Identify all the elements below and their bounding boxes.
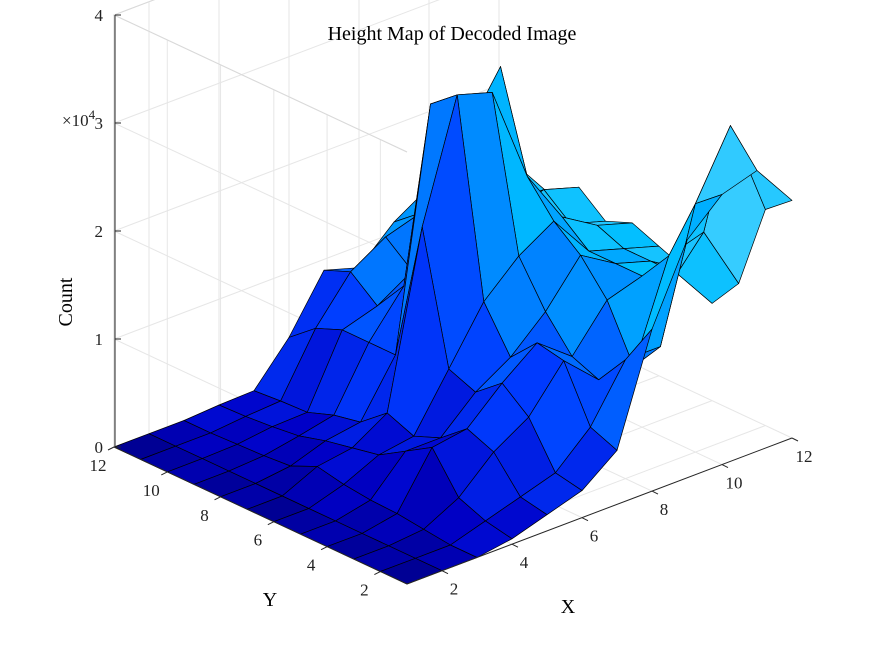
y-tick	[214, 496, 221, 501]
z-tick-label: 3	[95, 114, 104, 133]
y-tick-label: 4	[307, 556, 316, 575]
x-tick	[441, 570, 449, 575]
y-tick	[161, 471, 168, 476]
z-tick-label: 4	[95, 6, 104, 25]
y-axis-label: Y	[263, 589, 277, 611]
x-tick-label: 8	[660, 500, 669, 519]
y-tick-label: 6	[254, 531, 263, 550]
y-tick	[374, 571, 381, 575]
y-tick	[267, 521, 275, 526]
z-exponent-power: 4	[89, 107, 96, 122]
x-tick-label: 4	[520, 553, 529, 572]
y-tick-label: 2	[360, 581, 369, 600]
x-tick	[651, 490, 659, 495]
y-tick	[320, 546, 328, 551]
chart-title: Height Map of Decoded Image	[328, 23, 577, 45]
z-tick-label: 0	[95, 438, 104, 457]
x-tick-label: 6	[590, 527, 599, 546]
surface-mesh	[113, 66, 793, 585]
y-tick	[107, 446, 115, 451]
x-axis-line	[406, 437, 793, 585]
x-tick-label: 10	[726, 474, 743, 493]
x-tick	[511, 543, 519, 548]
z-exponent-base: ×10	[62, 111, 89, 130]
y-tick-label: 8	[200, 506, 209, 525]
z-exponent-label: ×104	[62, 107, 96, 130]
y-tick-label: 12	[90, 456, 107, 475]
x-tick-label: 12	[796, 447, 813, 466]
x-tick	[791, 437, 799, 442]
y-tick-label: 10	[143, 481, 160, 500]
x-tick	[581, 517, 589, 522]
z-tick-label: 2	[95, 222, 104, 241]
z-tick-label: 1	[95, 330, 104, 349]
x-tick	[721, 464, 729, 468]
y-axis-line	[113, 446, 408, 585]
x-tick-label: 2	[450, 580, 459, 599]
z-axis-label: Count	[55, 277, 77, 326]
x-axis-label: X	[561, 596, 576, 618]
